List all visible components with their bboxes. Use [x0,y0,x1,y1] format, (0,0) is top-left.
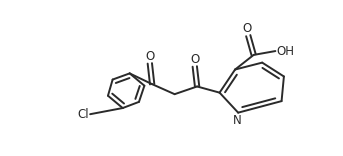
Text: O: O [145,50,154,63]
Text: Cl: Cl [78,108,90,121]
Text: O: O [190,53,199,66]
Text: O: O [243,22,252,35]
Text: N: N [233,114,242,127]
Text: OH: OH [276,45,294,58]
